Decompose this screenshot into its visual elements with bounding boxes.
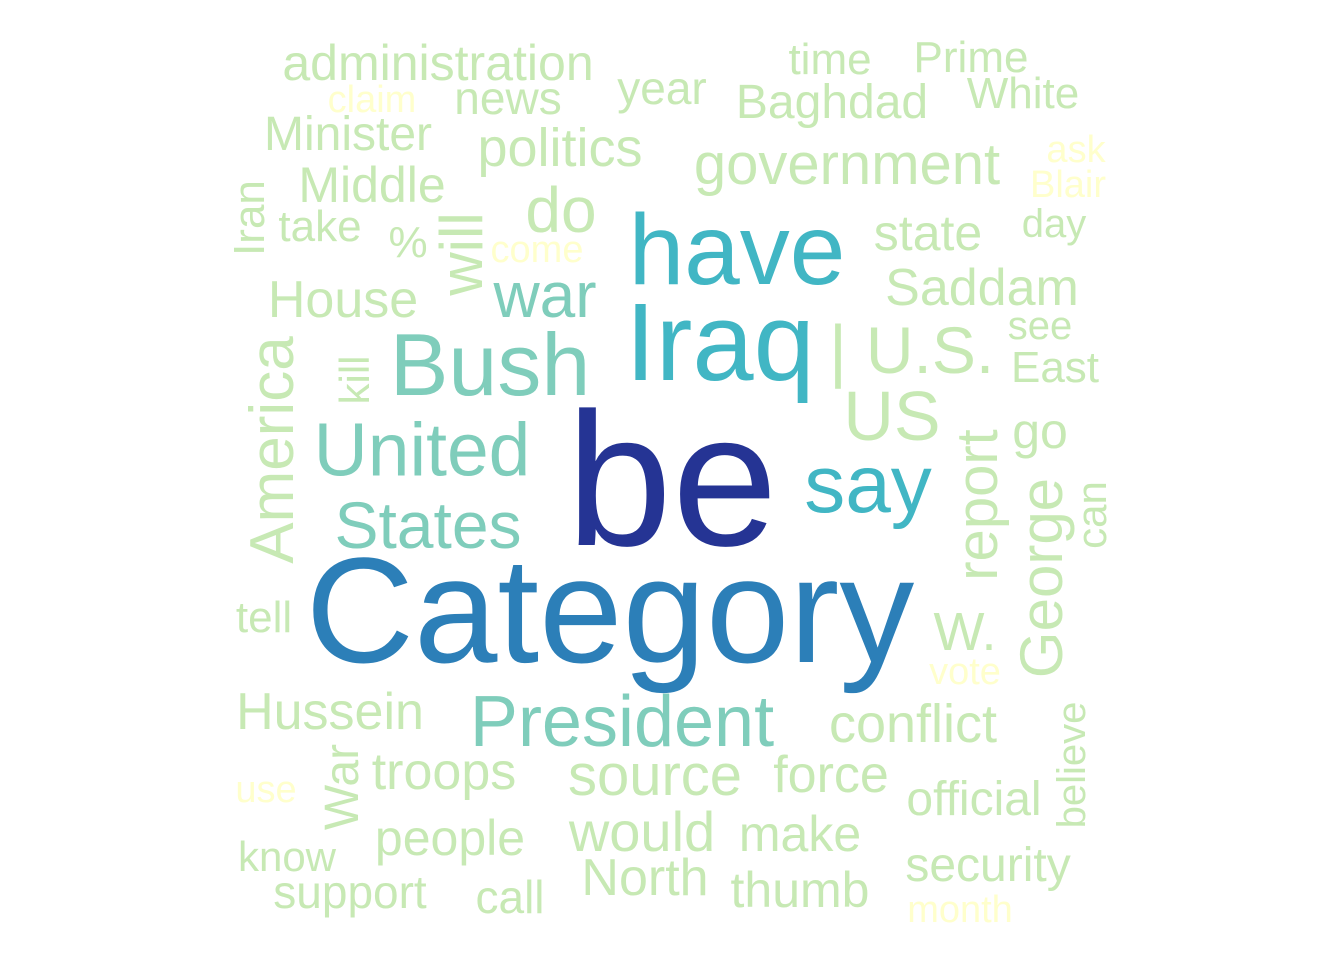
word-war-capital: War [316, 743, 369, 831]
word-call: call [475, 871, 545, 923]
word-politics: politics [477, 118, 643, 178]
word-go: go [1012, 403, 1068, 459]
word-ask: ask [1046, 129, 1106, 171]
word-iraq: Iraq [625, 281, 815, 404]
word-would: would [568, 800, 716, 863]
word-kill: kill [331, 355, 378, 405]
word-government: government [693, 132, 1001, 197]
word-blair: Blair [1029, 164, 1107, 206]
word-see: see [1007, 304, 1073, 348]
word-middle: Middle [298, 157, 446, 213]
word-president: President [469, 682, 775, 762]
word-day: day [1021, 202, 1087, 246]
word-united: United [313, 407, 531, 492]
word-tell: tell [235, 593, 293, 642]
word-claim: claim [327, 79, 417, 121]
word-have: have [628, 194, 846, 306]
word-administration: administration [282, 35, 594, 91]
word-report: report [945, 429, 1010, 581]
word-time: time [788, 35, 872, 84]
word-u-s: U.S. [865, 313, 995, 387]
word-troops: troops [371, 743, 517, 801]
word-white: White [966, 69, 1080, 118]
word-america: America [238, 336, 307, 564]
word-north: North [581, 849, 709, 907]
word-prime: Prime [913, 33, 1029, 82]
word-support: support [273, 866, 427, 918]
word-security: security [905, 839, 1071, 892]
word-states: States [334, 488, 522, 562]
word-percent: % [388, 218, 428, 267]
word-will: will [428, 212, 495, 296]
word-come: come [490, 229, 584, 271]
word-say: say [804, 439, 932, 530]
word-vote: vote [929, 651, 1001, 693]
word-war: war [493, 259, 597, 331]
word-know: know [237, 833, 337, 880]
word-month: month [907, 889, 1013, 931]
word-can: can [1068, 481, 1115, 549]
word-use: use [235, 769, 297, 811]
word-official: official [906, 773, 1042, 826]
word-news: news [454, 72, 562, 124]
word-pipe: | [828, 311, 848, 389]
word-baghdad: Baghdad [735, 76, 929, 129]
word-thumb: thumb [730, 862, 870, 918]
word-people: people [374, 810, 526, 866]
word-be: be [566, 374, 778, 586]
word-believe: believe [1050, 701, 1094, 829]
word-east: East [1010, 343, 1100, 392]
word-do: do [525, 174, 597, 246]
word-house: House [267, 271, 419, 329]
word-bush: Bush [389, 315, 591, 414]
word-conflict: conflict [828, 694, 998, 754]
word-year: year [617, 62, 707, 114]
word-hussein: Hussein [236, 683, 424, 741]
word-minister: Minister [263, 108, 433, 161]
word-george: George [1008, 477, 1075, 679]
word-force: force [773, 746, 889, 804]
word-w: W. [933, 602, 997, 662]
word-state: state [873, 205, 983, 261]
word-saddam: Saddam [885, 259, 1079, 317]
word-iran: Iran [225, 180, 274, 256]
word-source: source [567, 743, 743, 808]
word-make: make [738, 806, 862, 862]
word-take: take [278, 202, 362, 251]
word-category: Category [305, 526, 915, 694]
word-us: US [843, 377, 941, 455]
